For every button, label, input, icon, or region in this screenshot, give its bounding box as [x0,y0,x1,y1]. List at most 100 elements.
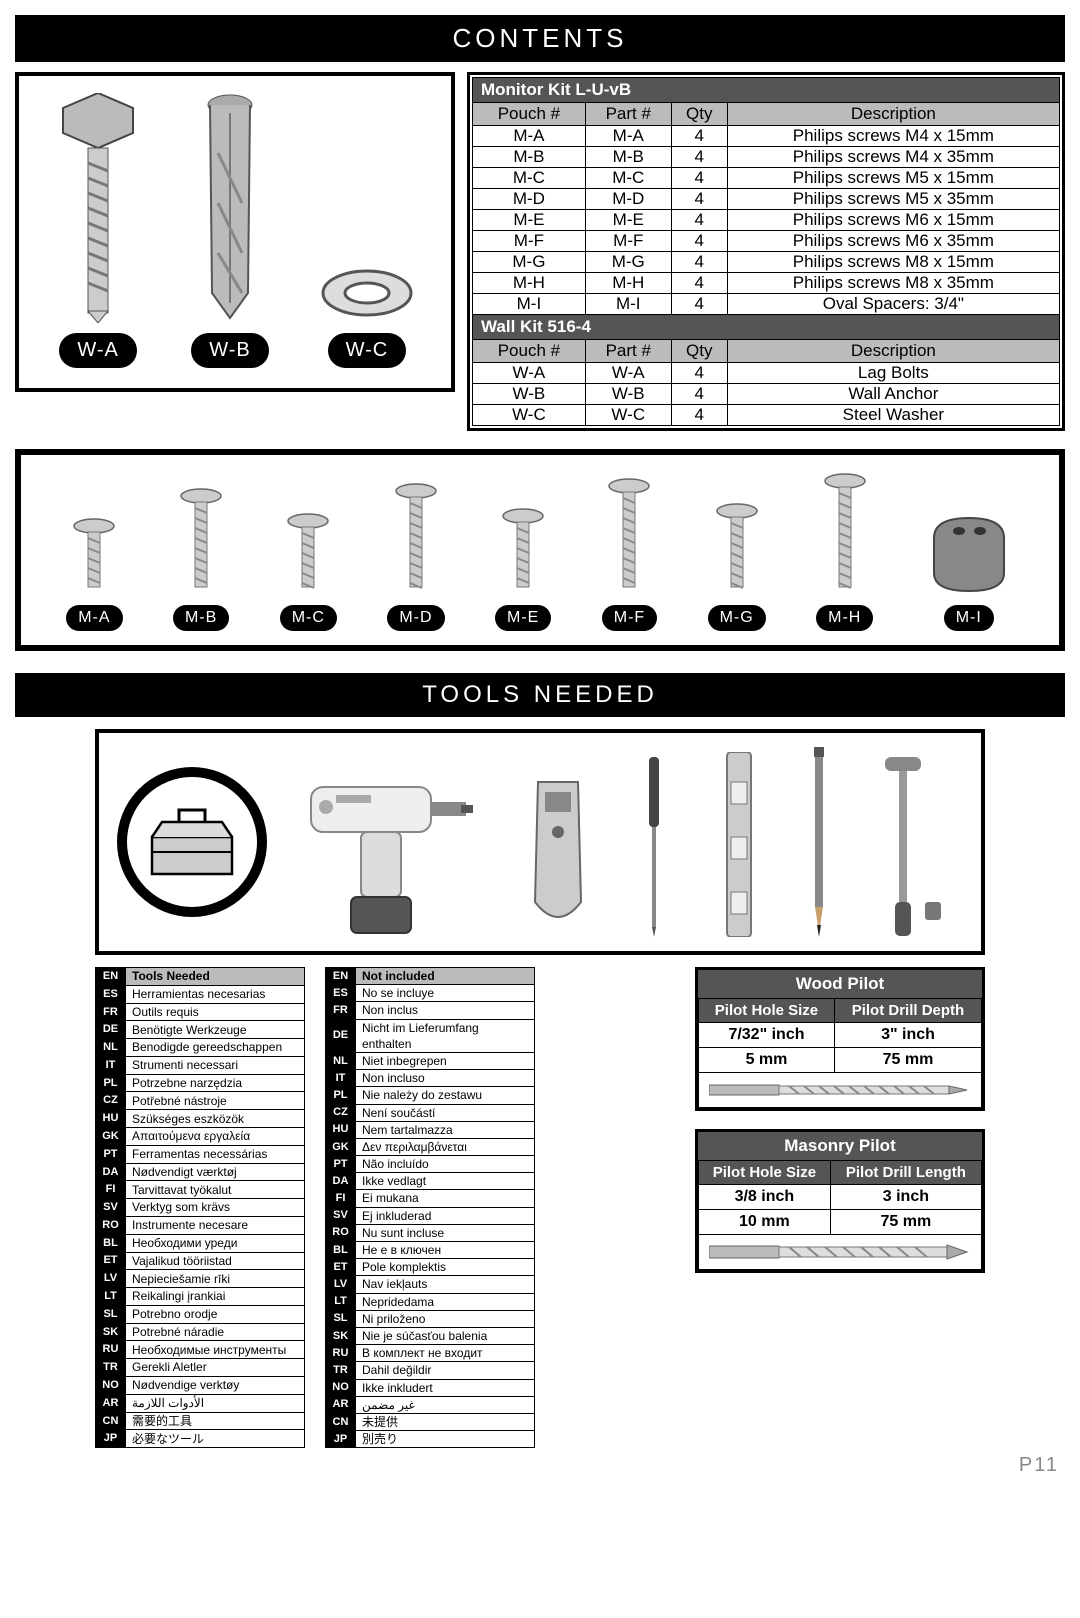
table-row: LVNepieciešamie rīki [96,1270,305,1288]
table-row: DEBenötigte Werkzeuge [96,1021,305,1039]
contents-banner: CONTENTS [15,15,1065,62]
table-row: TRDahil değildir [326,1362,535,1379]
screw-label: M-B [173,605,229,631]
table-header: Description [727,340,1059,363]
masonry-drill-bit [699,1235,982,1270]
wood-pilot-title: Wood Pilot [698,970,982,998]
spacer-icon [924,513,1014,593]
screw-label: M-D [387,605,444,631]
wall-label-wa: W-A [59,333,137,368]
table-row: NLBenodigde gereedschappen [96,1039,305,1057]
screw-item: M-A [66,518,122,631]
table-row: FRNon inclus [326,1002,535,1019]
screw-item: M-E [495,508,551,631]
table-row: M-AM-A4Philips screws M4 x 15mm [473,126,1060,147]
screw-item: M-G [708,503,766,631]
screw-icon [70,518,118,593]
table-row: FITarvittavat työkalut [96,1181,305,1199]
table-row: M-HM-H4Philips screws M8 x 35mm [473,273,1060,294]
screw-box: M-A M-B M-C M-D M-E M-F M-G [15,449,1065,651]
table-row: 10 mm75 mm [699,1210,982,1235]
screw-item: M-H [816,473,873,631]
table-header: Pouch # [473,103,586,126]
table-row: ROInstrumente necesare [96,1216,305,1234]
toolbox-icon [137,802,247,882]
screw-label: M-H [816,605,873,631]
table-row: SVEj inkluderad [326,1207,535,1224]
table-row: CN需要的工具 [96,1412,305,1430]
table-row: M-FM-F4Philips screws M6 x 35mm [473,231,1060,252]
table-row: JP必要なツール [96,1430,305,1448]
table-header: Pouch # [473,340,586,363]
tools-needed-banner: TOOLS NEEDED [15,673,1065,717]
wall-item-wa: W-A [53,93,143,368]
table-row: DANødvendigt værktøj [96,1163,305,1181]
screw-icon [713,503,761,593]
studfinder-icon [523,772,593,937]
wrench-icon [875,752,945,937]
table-row: RUНеобходимые инструменты [96,1341,305,1359]
table-row: NOIkke inkludert [326,1379,535,1396]
table-row: ENTools Needed [96,968,305,986]
table-row: CZPotřebné nástroje [96,1092,305,1110]
drill-bit-icon [709,1241,969,1263]
page-number: P11 [15,1454,1065,1477]
wall-label-wb: W-B [191,333,269,368]
table-row: GKΑπαιτούμενα εργαλεία [96,1128,305,1146]
wall-item-wc: W-C [317,263,417,368]
screw-item: M-F [602,478,657,631]
table-row: ESHerramientas necesarias [96,985,305,1003]
table-header: Description [727,103,1059,126]
table-row: FROutils requis [96,1003,305,1021]
lang-notincluded-table: ENNot includedESNo se incluyeFRNon inclu… [325,967,535,1448]
table-row: LTReikalingi įrankiai [96,1288,305,1306]
table-row: M-IM-I4Oval Spacers: 3/4" [473,294,1060,315]
wall-anchor-icon [200,93,260,323]
table-row: ARالأدوات اللازمة [96,1394,305,1412]
wood-pilot-col2: Pilot Drill Depth [834,999,981,1023]
pencil-icon [810,747,828,937]
table-row: BLНе е в ключен [326,1242,535,1259]
monitor-kit-table: Monitor Kit L-U-vB Pouch #Part #QtyDescr… [472,77,1060,426]
table-row: NLNiet inbegrepen [326,1052,535,1069]
wood-pilot-table: Pilot Hole Size Pilot Drill Depth 7/32" … [698,998,982,1108]
screw-item: M-D [387,483,444,631]
screw-label: M-A [66,605,122,631]
screw-icon [392,483,440,593]
table-row: ENNot included [326,968,535,985]
screw-label: M-E [495,605,551,631]
table-row: SKPotrebné náradie [96,1323,305,1341]
level-icon [715,752,763,937]
table-row: JP別売り [326,1431,535,1448]
table-row: LTNepridedama [326,1293,535,1310]
lang-tools-table: ENTools NeededESHerramientas necesariasF… [95,967,305,1448]
screw-icon [177,488,225,593]
table-header: Part # [585,103,671,126]
screw-icon [605,478,653,593]
table-header: Qty [671,103,727,126]
table-row: ETVajalikud tööriistad [96,1252,305,1270]
drill-bit-icon [709,1079,969,1101]
masonry-pilot-col2: Pilot Drill Length [830,1161,981,1185]
table-row: ITStrumenti necessari [96,1056,305,1074]
tools-images [287,747,963,937]
contents-row: W-A W-B W-C Monitor Kit L-U-vB Pouch #Pa… [15,72,1065,431]
wood-pilot-col1: Pilot Hole Size [699,999,835,1023]
table-row: M-EM-E4Philips screws M6 x 15mm [473,210,1060,231]
wall-kit-title: Wall Kit 516-4 [473,315,1060,340]
screw-label: M-F [602,605,657,631]
table-row: M-BM-B4Philips screws M4 x 35mm [473,147,1060,168]
table-row: CZNení součástí [326,1104,535,1121]
table-row: SVVerktyg som krävs [96,1199,305,1217]
screwdriver-icon [640,757,668,937]
table-row: ESNo se incluye [326,985,535,1002]
table-row: CN未提供 [326,1413,535,1430]
screw-item: M-I [924,513,1014,631]
table-row: PLNie należy do zestawu [326,1087,535,1104]
table-row: PTFerramentas necessárias [96,1145,305,1163]
table-row: M-GM-G4Philips screws M8 x 15mm [473,252,1060,273]
washer-icon [317,263,417,323]
table-row: SLPotrebno orodje [96,1305,305,1323]
screw-icon [284,513,332,593]
masonry-pilot-table: Pilot Hole Size Pilot Drill Length 3/8 i… [698,1160,982,1270]
